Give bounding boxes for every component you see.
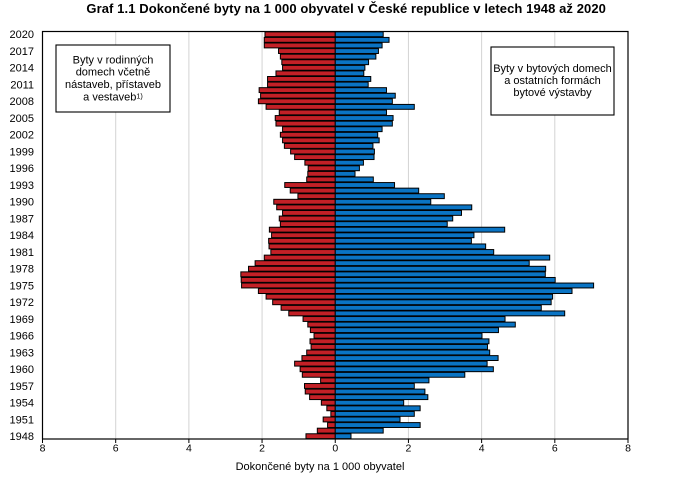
svg-text:domech včetně: domech včetně — [76, 67, 151, 79]
svg-text:a vestaveb1): a vestaveb1) — [83, 91, 143, 103]
svg-text:Graf 1.1 Dokončené byty na 1 0: Graf 1.1 Dokončené byty na 1 000 obyvate… — [86, 1, 606, 16]
svg-text:nástaveb, přístaveb: nástaveb, přístaveb — [65, 79, 161, 91]
svg-text:1987: 1987 — [10, 213, 34, 225]
svg-text:1990: 1990 — [10, 197, 34, 209]
svg-text:1978: 1978 — [10, 264, 34, 276]
svg-text:1999: 1999 — [10, 146, 34, 158]
svg-text:Byty v rodinných: Byty v rodinných — [73, 54, 154, 66]
svg-text:1984: 1984 — [10, 230, 34, 242]
svg-text:0: 0 — [332, 443, 338, 455]
svg-text:1951: 1951 — [10, 414, 34, 426]
svg-text:1993: 1993 — [10, 180, 34, 192]
svg-text:Byty v bytových domech: Byty v bytových domech — [493, 63, 612, 75]
svg-text:2002: 2002 — [10, 130, 34, 142]
svg-text:6: 6 — [113, 443, 119, 455]
svg-text:1972: 1972 — [10, 297, 34, 309]
svg-text:1963: 1963 — [10, 347, 34, 359]
svg-text:1960: 1960 — [10, 364, 34, 376]
svg-text:4: 4 — [186, 443, 192, 455]
svg-text:1957: 1957 — [10, 381, 34, 393]
svg-text:8: 8 — [40, 443, 46, 455]
svg-text:1981: 1981 — [10, 247, 34, 259]
svg-text:1996: 1996 — [10, 163, 34, 175]
svg-text:8: 8 — [625, 443, 631, 455]
svg-text:Dokončené byty na 1 000 obyvat: Dokončené byty na 1 000 obyvatel — [236, 461, 405, 473]
svg-text:bytové výstavby: bytové výstavby — [513, 87, 592, 99]
svg-text:2: 2 — [259, 443, 265, 455]
svg-text:2005: 2005 — [10, 113, 34, 125]
svg-text:2: 2 — [406, 443, 412, 455]
svg-text:2011: 2011 — [10, 79, 34, 91]
svg-text:4: 4 — [479, 443, 485, 455]
svg-text:1948: 1948 — [10, 431, 34, 443]
svg-text:2020: 2020 — [10, 29, 34, 41]
svg-text:1966: 1966 — [10, 331, 34, 343]
svg-text:1975: 1975 — [10, 280, 34, 292]
svg-text:6: 6 — [552, 443, 558, 455]
svg-text:2017: 2017 — [10, 46, 34, 58]
svg-text:a ostatních formách: a ostatních formách — [504, 75, 601, 87]
svg-text:1954: 1954 — [10, 398, 34, 410]
svg-text:2008: 2008 — [10, 96, 34, 108]
svg-text:2014: 2014 — [10, 63, 34, 75]
svg-text:1969: 1969 — [10, 314, 34, 326]
